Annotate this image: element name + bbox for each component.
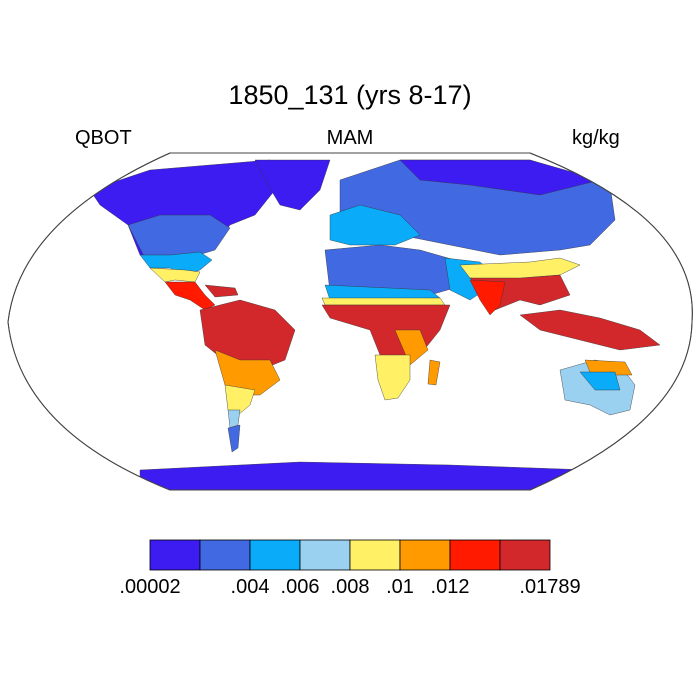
caribbean (204, 284, 239, 298)
siberia (399, 159, 601, 196)
africa-south (374, 354, 411, 401)
north-america-south (139, 251, 213, 276)
colorbar-box (199, 539, 251, 571)
colorbar-box (499, 539, 551, 571)
colorbar-box (149, 539, 201, 571)
colorbar-box (449, 539, 501, 571)
variable-label: QBOT (75, 127, 132, 149)
india (469, 279, 506, 316)
indonesia (519, 309, 661, 351)
australia-central (579, 371, 621, 391)
colorbar-tick-label: .006 (280, 576, 320, 598)
south-america-north (199, 299, 296, 371)
colorbar-box (349, 539, 401, 571)
season-label: MAM (326, 127, 374, 149)
units-label: kg/kg (572, 127, 620, 149)
colorbar-tick-label: .00002 (119, 576, 181, 598)
south-america-tip (227, 424, 241, 453)
colorbar-tick-label: .01789 (519, 576, 581, 598)
south-america-south2 (227, 409, 241, 429)
map-title: 1850_131 (yrs 8-17) (228, 80, 472, 110)
europe-south (329, 204, 421, 246)
colorbar-tick-label: .004 (230, 576, 270, 598)
colorbar-box (399, 539, 451, 571)
colorbar-tick-label: .01 (386, 576, 414, 598)
colorbar-tick-label: .012 (430, 576, 470, 598)
colorbar-tick-label: .008 (330, 576, 370, 598)
madagascar (427, 359, 441, 386)
south-america-south1 (224, 384, 256, 416)
africa-east (394, 329, 429, 366)
colorbar-box (299, 539, 351, 571)
colorbar-box (249, 539, 301, 571)
greenland (254, 159, 331, 211)
australia-north (584, 359, 633, 376)
